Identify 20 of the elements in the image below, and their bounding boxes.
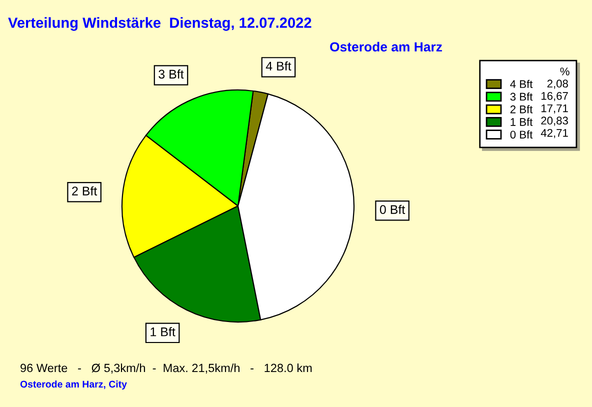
chart-subtitle: Osterode am Harz xyxy=(330,42,442,52)
data-label: 16,67 xyxy=(541,92,568,102)
data-label: 2,08 xyxy=(547,80,568,89)
text: 96 Werte - Ø 5,3km/h - Max. 21,5km/h - 128.0 km xyxy=(20,363,312,374)
data-label: 20,83 xyxy=(541,116,568,126)
legend-label: 4 Bft xyxy=(510,80,533,88)
slice-label: 1 Bft xyxy=(150,327,176,336)
slice-label: 3 Bft xyxy=(158,69,184,79)
slice-label: 0 Bft xyxy=(380,204,406,214)
slice-label: 4 Bft xyxy=(266,61,292,71)
chart-title: Verteilung Windstärke Dienstag, 12.07.2022 xyxy=(8,17,312,31)
slice-label: 2 Bft xyxy=(72,186,98,196)
legend-label: 2 Bft xyxy=(510,105,533,114)
data-label: 42,71 xyxy=(540,129,568,138)
legend-label: 3 Bft xyxy=(510,92,533,101)
data-label: 17,71 xyxy=(541,104,568,114)
legend-label: 0 Bft xyxy=(510,130,533,139)
legend-label: 1 Bft xyxy=(510,118,533,126)
text: Osterode am Harz, City xyxy=(20,380,127,390)
legend-title: % xyxy=(560,68,570,76)
